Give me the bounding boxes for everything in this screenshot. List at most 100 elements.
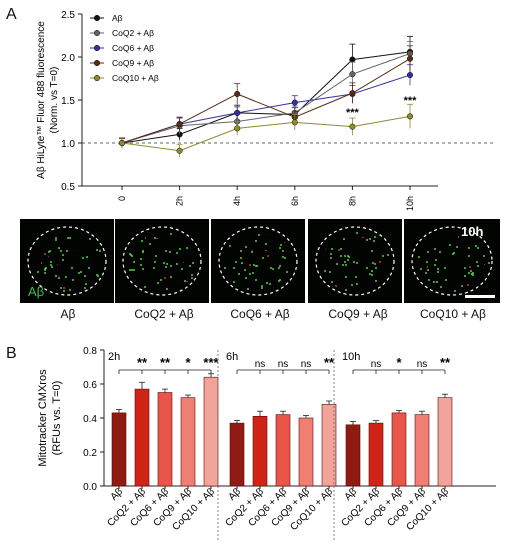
fluorescent-spot bbox=[369, 272, 372, 275]
fluorescent-spot bbox=[439, 250, 442, 253]
line-y-tick-label: 1.0 bbox=[61, 139, 75, 150]
fluorescent-spot bbox=[342, 238, 345, 241]
bar-category-label: Aβ bbox=[109, 486, 126, 503]
bar bbox=[252, 415, 268, 487]
fluorescent-spot bbox=[476, 247, 479, 250]
fluorescent-spot bbox=[69, 289, 72, 292]
fluorescent-spot bbox=[232, 267, 235, 270]
fluorescent-spot bbox=[439, 286, 442, 289]
fluorescent-spot bbox=[424, 271, 427, 274]
legend-marker bbox=[93, 74, 101, 82]
data-point bbox=[406, 113, 414, 120]
fluorescent-spot bbox=[474, 245, 477, 248]
data-point bbox=[176, 121, 183, 128]
fluorescent-spot bbox=[55, 239, 58, 242]
fluorescent-spot bbox=[154, 236, 157, 239]
bar-group-label: 10h bbox=[342, 351, 360, 363]
fluorescent-spot bbox=[330, 248, 333, 251]
fluorescent-spot bbox=[261, 284, 264, 287]
bar bbox=[275, 414, 291, 487]
fluorescent-spot bbox=[157, 281, 160, 284]
fluorescent-spot bbox=[444, 278, 447, 281]
fluorescent-spot bbox=[166, 263, 169, 266]
micrograph-time-label: 10h bbox=[461, 224, 484, 239]
fluorescent-spot bbox=[50, 261, 53, 264]
bar-significance-label: ns bbox=[255, 359, 266, 370]
fluorescent-spot bbox=[248, 272, 251, 275]
data-point bbox=[234, 109, 241, 116]
fluorescent-spot bbox=[50, 263, 53, 266]
bar-y-tick-label: 0.0 bbox=[83, 482, 97, 493]
fluorescent-spot bbox=[251, 249, 254, 252]
fluorescent-spot bbox=[476, 264, 479, 267]
fluorescent-spot bbox=[347, 259, 350, 262]
data-point bbox=[234, 125, 241, 132]
bar-y-axis-label: Mitotracker CMXros bbox=[37, 369, 49, 467]
fluorescent-spot bbox=[51, 265, 54, 268]
fluorescent-spot bbox=[330, 253, 333, 256]
fluorescent-spot bbox=[348, 256, 351, 258]
fluorescent-spot bbox=[58, 246, 61, 249]
fluorescent-spot bbox=[454, 290, 457, 293]
fluorescent-spot bbox=[328, 271, 331, 274]
fluorescent-spot bbox=[156, 237, 158, 240]
fluorescent-spot bbox=[476, 261, 479, 263]
micrograph-image bbox=[115, 219, 209, 303]
fluorescent-spot bbox=[141, 250, 144, 253]
legend-marker bbox=[93, 44, 101, 52]
fluorescent-spot bbox=[279, 243, 282, 246]
scale-bar bbox=[465, 295, 495, 298]
fluorescent-spot bbox=[345, 264, 348, 267]
fluorescent-spot bbox=[88, 266, 91, 269]
fluorescent-spot bbox=[253, 264, 256, 267]
data-point bbox=[118, 139, 126, 147]
fluorescent-spot bbox=[61, 254, 64, 257]
data-point bbox=[406, 72, 414, 79]
fluorescent-spot bbox=[455, 246, 458, 249]
fluorescent-spot bbox=[144, 237, 147, 239]
fluorescent-spot bbox=[437, 267, 440, 270]
legend-label: CoQ10 + Aβ bbox=[112, 73, 159, 83]
fluorescent-spot bbox=[335, 262, 338, 265]
fluorescent-spot bbox=[191, 274, 194, 277]
legend-marker bbox=[93, 14, 101, 22]
fluorescent-spot bbox=[255, 265, 258, 268]
bar-significance-label: * bbox=[185, 355, 191, 370]
legend-label: CoQ9 + Aβ bbox=[112, 58, 154, 68]
fluorescent-spot bbox=[48, 250, 50, 253]
bar-significance-label: ** bbox=[324, 355, 335, 370]
fluorescent-spot bbox=[463, 266, 466, 269]
bar bbox=[203, 376, 219, 487]
fluorescent-spot bbox=[427, 268, 429, 271]
fluorescent-spot bbox=[426, 266, 429, 268]
legend-label: CoQ6 + Aβ bbox=[112, 43, 154, 53]
fluorescent-spot bbox=[240, 257, 242, 260]
fluorescent-spot bbox=[49, 249, 52, 252]
bar-significance-label: ns bbox=[278, 359, 289, 370]
fluorescent-spot bbox=[130, 268, 133, 271]
fluorescent-spot bbox=[228, 245, 231, 248]
fluorescent-spot bbox=[154, 254, 157, 257]
fluorescent-spot bbox=[428, 278, 431, 281]
bar-significance-label: ns bbox=[371, 359, 382, 370]
fluorescent-spot bbox=[179, 248, 181, 251]
fluorescent-spot bbox=[278, 266, 281, 269]
fluorescent-spot bbox=[265, 242, 268, 245]
fluorescent-spot bbox=[55, 237, 58, 240]
fluorescent-spot bbox=[355, 232, 358, 235]
fluorescent-spot bbox=[366, 266, 369, 269]
fluorescent-spot bbox=[244, 268, 247, 271]
data-point bbox=[291, 119, 298, 126]
fluorescent-spot bbox=[277, 280, 280, 283]
cell-outline bbox=[315, 226, 395, 296]
line-y-axis-label: Aβ HiLyte™ Fluor 488 fluorescence bbox=[36, 21, 47, 179]
bar bbox=[391, 412, 407, 487]
fluorescent-spot bbox=[128, 252, 131, 255]
fluorescent-spot bbox=[279, 265, 282, 268]
fluorescent-spot bbox=[246, 287, 249, 290]
line-x-tick-label: 6h bbox=[290, 196, 300, 206]
fluorescent-spot bbox=[139, 257, 142, 260]
fluorescent-spot bbox=[66, 250, 69, 253]
fluorescent-spot bbox=[186, 280, 188, 282]
